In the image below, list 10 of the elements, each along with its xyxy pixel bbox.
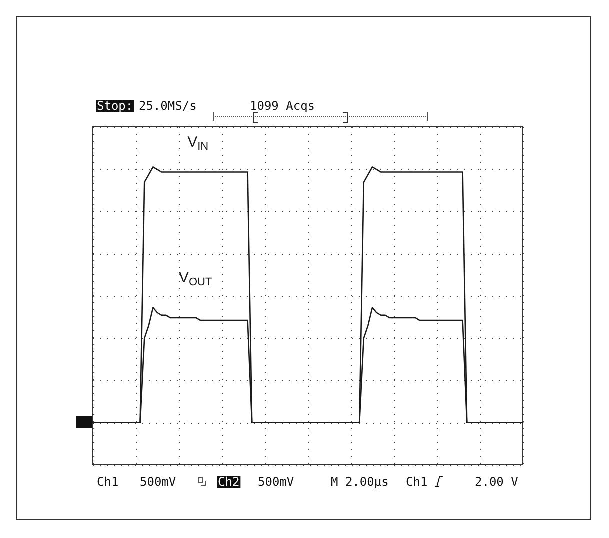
text: 2.00 V [475,475,518,489]
text: 500mV [140,475,176,489]
text: Stop: [97,99,134,113]
text: 25.0MS/s [139,99,197,113]
text: M 2.00µs [331,475,389,489]
text: Ch2 [218,475,240,489]
text: Ch1 [97,475,119,489]
text: Ch1 [406,475,428,489]
text: 1099 Acqs [250,99,316,113]
text: 500mV [258,475,294,489]
